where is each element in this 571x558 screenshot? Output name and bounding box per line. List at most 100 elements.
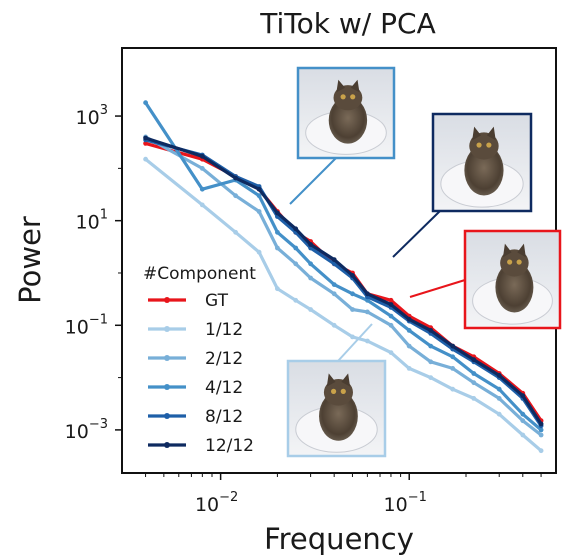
data-point	[365, 297, 370, 303]
inset-connectors	[289, 157, 466, 362]
data-point	[308, 261, 313, 267]
cat-ears	[503, 243, 526, 258]
cat-eye	[330, 388, 337, 394]
data-point	[275, 229, 280, 235]
legend-label: 12/12	[205, 436, 254, 456]
data-point	[293, 226, 299, 232]
cat-body	[319, 391, 358, 441]
cat-inset-image	[463, 229, 562, 330]
data-point	[496, 411, 502, 417]
data-point	[350, 291, 355, 297]
data-point	[233, 229, 239, 235]
data-point	[256, 249, 262, 255]
data-point	[406, 328, 412, 333]
inset-connector	[289, 157, 337, 205]
inset-border	[286, 359, 387, 458]
data-point	[331, 282, 337, 287]
legend-item: 8/12	[148, 407, 243, 427]
data-point	[365, 291, 370, 297]
cat-inset-image	[286, 359, 387, 458]
legend-label: 4/12	[205, 378, 243, 398]
data-point	[428, 343, 434, 349]
data-point	[520, 432, 526, 438]
data-point	[256, 193, 262, 199]
cat-eye	[507, 259, 513, 265]
data-point	[450, 386, 456, 392]
data-point	[450, 354, 456, 360]
cat-eye	[476, 142, 482, 148]
data-point	[143, 100, 149, 106]
data-point	[199, 153, 205, 159]
data-point	[331, 291, 337, 297]
data-point	[388, 322, 394, 328]
cat-eye	[486, 142, 492, 148]
cat-inset-image	[296, 66, 396, 160]
inset-connector	[392, 210, 441, 258]
data-point	[233, 193, 239, 199]
legend-marker	[164, 384, 170, 390]
legend-item: GT	[148, 291, 229, 311]
cat-ears	[336, 79, 360, 93]
data-point	[275, 245, 280, 251]
cat-inset-image	[431, 112, 533, 213]
series-line	[144, 101, 543, 432]
legend-item: 1/12	[148, 320, 243, 340]
cat-eye	[340, 94, 346, 100]
data-point	[293, 245, 299, 251]
legend-marker	[164, 326, 170, 332]
data-point	[143, 135, 149, 141]
legend-item: 4/12	[148, 378, 243, 398]
data-point	[331, 257, 337, 262]
data-point	[471, 396, 477, 401]
x-axis-label: Frequency	[264, 522, 414, 556]
cat-eye	[340, 388, 346, 394]
inset-border	[431, 112, 533, 213]
legend-item: 12/12	[148, 436, 254, 456]
data-point	[471, 380, 477, 386]
legend-marker	[164, 355, 170, 361]
data-point	[233, 175, 239, 181]
data-point	[199, 186, 205, 192]
data-point	[388, 302, 394, 307]
data-point	[520, 393, 526, 399]
data-point	[538, 427, 544, 433]
series-line	[144, 157, 543, 452]
data-point	[450, 366, 456, 371]
y-tick-label: 101	[76, 208, 108, 234]
cat-head	[323, 379, 353, 406]
inset-border	[463, 229, 562, 330]
x-tick-label: 10−2	[195, 490, 238, 516]
data-point	[471, 371, 477, 376]
y-tick-label: 10−1	[65, 312, 108, 338]
legend-label: GT	[205, 291, 229, 311]
data-point	[496, 396, 502, 401]
cat-eye	[516, 259, 522, 265]
data-point	[365, 338, 370, 344]
data-point	[256, 209, 262, 214]
data-point	[350, 334, 355, 340]
series-layer	[143, 100, 544, 454]
data-point	[388, 350, 394, 355]
legend-label: 2/12	[205, 349, 243, 369]
series-line	[144, 135, 543, 437]
data-point	[308, 307, 313, 312]
legend-label: 1/12	[205, 320, 243, 340]
inset-connector	[409, 279, 466, 298]
data-point	[293, 297, 299, 303]
series-line	[145, 138, 543, 427]
y-axis: 103 101 10−1 10−3	[65, 103, 122, 443]
data-point	[388, 313, 394, 319]
x-axis: 10−2 10−1	[145, 473, 542, 516]
data-point	[143, 156, 149, 162]
cat-ears	[326, 373, 351, 387]
legend-marker	[164, 442, 170, 448]
data-point	[406, 366, 412, 371]
data-point	[520, 411, 526, 417]
series-1-of-12	[143, 156, 544, 454]
legend-item: 2/12	[148, 349, 243, 369]
legend-marker	[164, 413, 170, 419]
data-point	[496, 373, 502, 378]
legend-label: 8/12	[205, 407, 243, 427]
data-point	[256, 186, 262, 192]
cat-ears	[472, 126, 496, 141]
